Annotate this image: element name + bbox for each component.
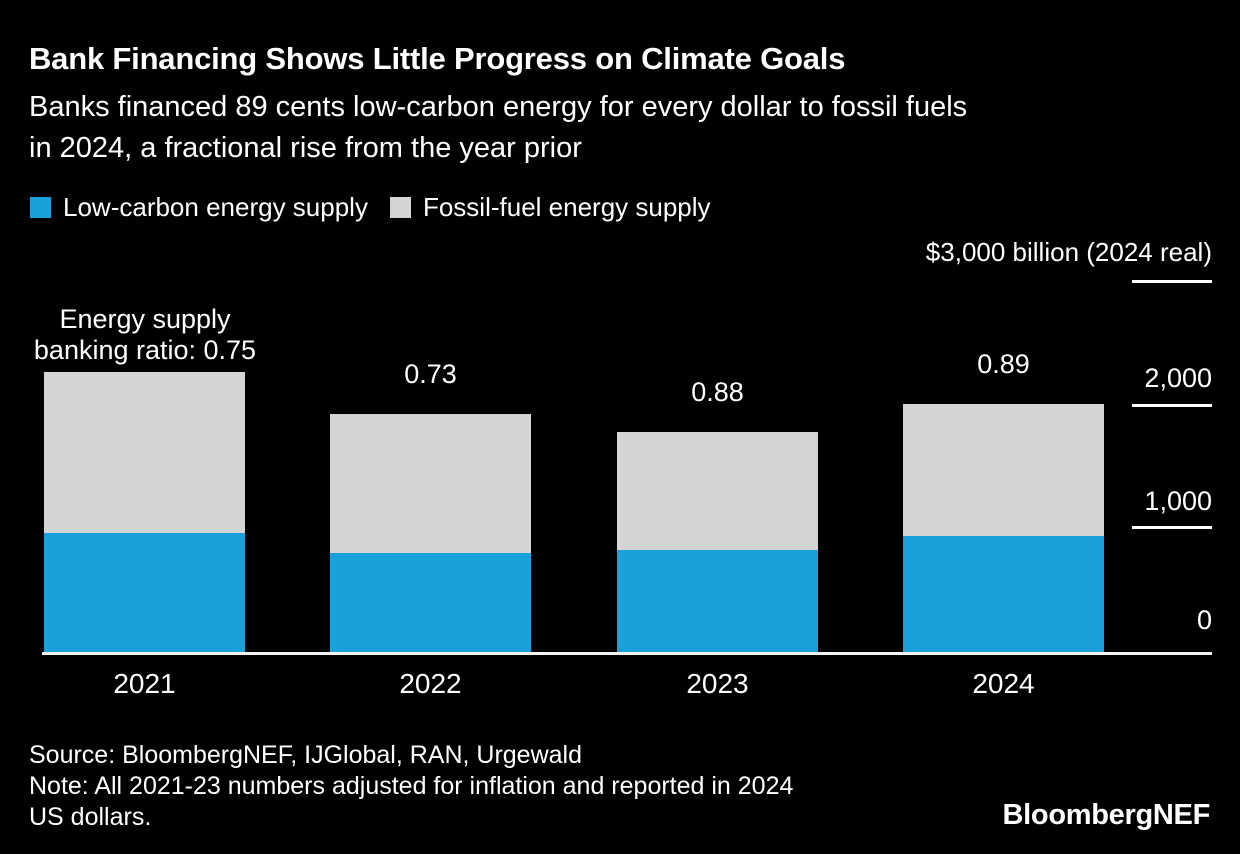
legend: Low-carbon energy supply Fossil-fuel ene… — [30, 192, 711, 223]
note-line-2: US dollars. — [29, 803, 152, 831]
legend-item-fossil-fuel: Fossil-fuel energy supply — [389, 192, 711, 223]
x-axis-year-label: 2022 — [399, 668, 462, 699]
bar-segment-low-carbon — [617, 549, 818, 654]
stacked-bar — [330, 414, 531, 654]
bar-segment-fossil-fuel — [903, 404, 1104, 537]
stacked-bar — [903, 404, 1104, 654]
ratio-label: 0.73 — [404, 359, 457, 390]
x-axis-year-label: 2021 — [113, 668, 176, 699]
chart-subtitle-line-1: Banks financed 89 cents low-carbon energ… — [29, 91, 968, 123]
chart-subtitle-line-2: in 2024, a fractional rise from the year… — [29, 132, 582, 164]
x-axis-baseline — [42, 652, 1212, 655]
chart-subtitle: Banks financed 89 cents low-carbon energ… — [29, 87, 967, 169]
bloombergnef-logo: BloombergNEF — [1002, 799, 1211, 831]
bar-segment-fossil-fuel — [44, 371, 245, 534]
legend-label-fossil-fuel: Fossil-fuel energy supply — [422, 192, 711, 222]
y-axis-unit-label: $3,000 billion (2024 real) — [925, 237, 1212, 267]
ratio-annotation: Energy supply banking ratio: 0.75 — [4, 304, 286, 366]
bar-segment-low-carbon — [330, 552, 531, 654]
footer: Source: BloombergNEF, IJGlobal, RAN, Urg… — [29, 740, 793, 833]
bar-segment-low-carbon — [903, 536, 1104, 654]
y-axis-tick-label-0: 0 — [1196, 605, 1212, 635]
bar-segment-fossil-fuel — [617, 432, 818, 550]
y-axis-tick-line-3000 — [1132, 280, 1212, 283]
bar-segment-fossil-fuel — [330, 414, 531, 553]
note-line-1: Note: All 2021-23 numbers adjusted for i… — [29, 772, 794, 800]
legend-label-low-carbon: Low-carbon energy supply — [63, 192, 368, 222]
stacked-bar — [617, 432, 818, 654]
bar-segment-low-carbon — [44, 533, 245, 654]
ratio-label: 0.88 — [691, 377, 744, 408]
y-axis-tick-line-2000 — [1132, 404, 1212, 407]
ratio-annotation-line-1: Energy supply — [59, 303, 231, 334]
y-axis-tick-line-1000 — [1132, 526, 1212, 529]
legend-item-low-carbon: Low-carbon energy supply — [30, 192, 368, 223]
x-axis-year-label: 2024 — [972, 668, 1035, 699]
source-line: Source: BloombergNEF, IJGlobal, RAN, Urg… — [29, 741, 583, 769]
legend-swatch-fossil-fuel — [389, 197, 411, 218]
ratio-label: 0.89 — [977, 349, 1030, 380]
chart-title: Bank Financing Shows Little Progress on … — [29, 41, 846, 76]
y-axis-tick-label-2000: 2,000 — [1144, 363, 1212, 393]
ratio-annotation-line-2: banking ratio: 0.75 — [33, 334, 257, 365]
stacked-bar — [44, 371, 245, 654]
legend-swatch-low-carbon — [30, 197, 51, 218]
x-axis-year-label: 2023 — [686, 668, 749, 699]
y-axis-tick-label-1000: 1,000 — [1144, 486, 1212, 516]
